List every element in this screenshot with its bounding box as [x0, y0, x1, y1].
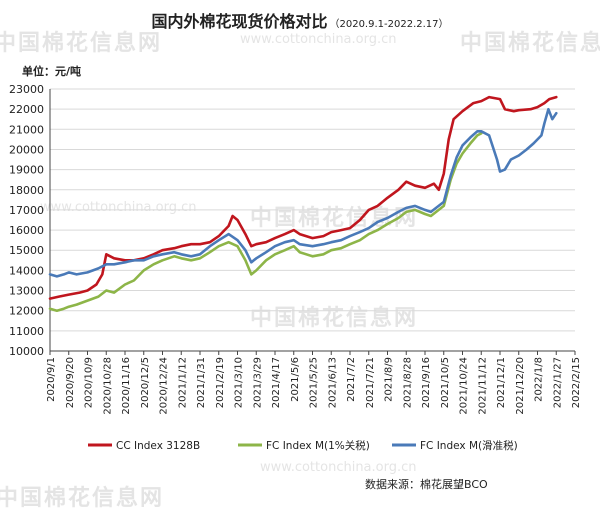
x-tick-label: 2021/10/24 — [459, 357, 470, 415]
y-tick-label: 14000 — [9, 264, 44, 277]
chart-title-line: 国内外棉花现货价格对比 （2020.9.1-2022.2.17） — [0, 8, 600, 32]
x-tick-label: 2020/10/9 — [84, 357, 95, 408]
y-tick-label: 19000 — [9, 164, 44, 177]
x-tick-label: 2021/8/28 — [402, 357, 413, 408]
y-tick-label: 20000 — [9, 143, 44, 156]
x-tick-label: 2020/12/24 — [159, 357, 170, 415]
legend-label: FC Index M(滑准税) — [420, 439, 518, 452]
x-tick-label: 2021/12/20 — [515, 357, 526, 415]
x-tick-label: 2021/3/10 — [234, 357, 245, 408]
series-line-0 — [48, 95, 558, 300]
x-tick-label: 2022/1/27 — [552, 357, 563, 408]
x-tick-label: 2020/11/16 — [121, 357, 132, 415]
x-tick-label: 2021/3/29 — [252, 357, 263, 408]
y-tick-label: 15000 — [9, 244, 44, 257]
y-tick-label: 22000 — [9, 103, 44, 116]
x-tick-label: 2021/5/25 — [309, 357, 320, 408]
series-line-1 — [48, 132, 483, 312]
x-tick-label: 2020/10/28 — [102, 357, 113, 415]
x-tick-label: 2022/2/15 — [571, 357, 582, 408]
chart-title: 国内外棉花现货价格对比 — [151, 12, 328, 31]
x-tick-label: 2021/2/19 — [215, 357, 226, 408]
y-tick-label: 12000 — [9, 305, 44, 318]
x-tick-label: 2022/1/8 — [534, 357, 545, 402]
chart-subtitle: （2020.9.1-2022.2.17） — [329, 19, 449, 30]
x-tick-label: 2021/1/12 — [177, 357, 188, 408]
y-tick-label: 13000 — [9, 285, 44, 298]
series-line-2 — [48, 107, 558, 278]
x-tick-label: 2021/6/13 — [327, 357, 338, 408]
y-tick-label: 10000 — [9, 345, 44, 358]
y-axis-unit-label: 单位：元/吨 — [22, 65, 82, 78]
y-tick-label: 18000 — [9, 184, 44, 197]
y-tick-label: 17000 — [9, 204, 44, 217]
x-tick-label: 2021/12/1 — [496, 357, 507, 408]
x-tick-label: 2021/10/5 — [440, 357, 451, 408]
x-tick-label: 2021/7/2 — [346, 357, 357, 402]
legend-label: CC Index 3128B — [116, 440, 200, 452]
x-tick-label: 2021/4/17 — [271, 357, 282, 408]
data-source-label: 数据来源：棉花展望BCO — [365, 478, 488, 491]
x-tick-label: 2020/12/5 — [140, 357, 151, 408]
x-tick-label: 2021/9/16 — [421, 357, 432, 408]
x-tick-label: 2021/1/31 — [196, 357, 207, 408]
y-tick-label: 16000 — [9, 224, 44, 237]
x-tick-label: 2021/11/12 — [477, 357, 488, 415]
y-tick-label: 21000 — [9, 123, 44, 136]
x-tick-label: 2020/9/20 — [65, 357, 76, 408]
y-tick-label: 23000 — [9, 83, 44, 96]
legend-label: FC Index M(1%关税) — [266, 439, 370, 452]
x-tick-label: 2021/5/6 — [290, 357, 301, 402]
y-tick-label: 11000 — [9, 325, 44, 338]
x-tick-label: 2021/7/21 — [365, 357, 376, 408]
x-tick-label: 2021/8/9 — [384, 357, 395, 402]
x-tick-label: 2020/9/1 — [46, 357, 57, 402]
